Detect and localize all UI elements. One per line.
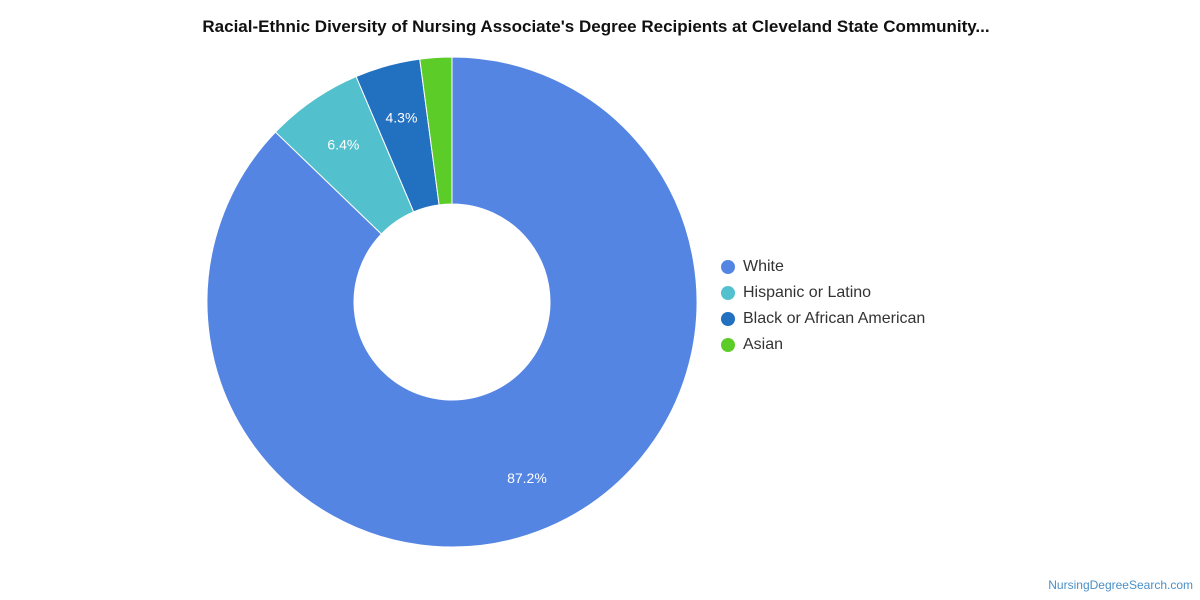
legend-swatch-icon: [721, 312, 735, 326]
chart-legend: White Hispanic or Latino Black or African …: [721, 254, 925, 358]
legend-label: Asian: [743, 336, 784, 353]
data-label-hispanic-or-latino: 6.4%: [327, 136, 359, 152]
data-label-white: 87.2%: [507, 470, 547, 486]
legend-label: Hispanic or Latino: [743, 284, 872, 301]
donut-slices: [206, 56, 698, 548]
slice-asian[interactable]: [419, 56, 453, 206]
donut-data-labels: 87.2% 6.4% 4.3%: [327, 109, 546, 486]
legend-swatch-icon: [721, 338, 735, 352]
legend-label: Black or African American: [743, 310, 926, 327]
legend-item-asian[interactable]: Asian: [721, 332, 925, 358]
chart-title: Racial-Ethnic Diversity of Nursing Assoc…: [202, 17, 990, 36]
legend-item-white[interactable]: White: [721, 254, 925, 280]
slice-white[interactable]: [206, 56, 698, 548]
legend-label: White: [743, 258, 784, 275]
legend-swatch-icon: [721, 286, 735, 300]
legend-swatch-icon: [721, 260, 735, 274]
site-watermark[interactable]: NursingDegreeSearch.com: [1048, 578, 1193, 592]
data-label-black-or-african-american: 4.3%: [386, 109, 418, 125]
legend-item-black-or-african-american[interactable]: Black or African American: [721, 306, 925, 332]
legend-item-hispanic-or-latino[interactable]: Hispanic or Latino: [721, 280, 925, 306]
